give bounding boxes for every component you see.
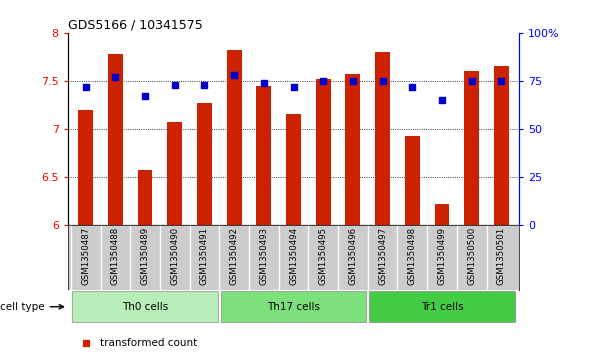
- Text: GSM1350492: GSM1350492: [230, 227, 238, 285]
- Text: GDS5166 / 10341575: GDS5166 / 10341575: [68, 19, 202, 32]
- Text: cell type: cell type: [0, 302, 64, 312]
- Bar: [108, 54, 123, 225]
- Text: GSM1350500: GSM1350500: [467, 227, 476, 285]
- Text: GSM1350487: GSM1350487: [81, 227, 90, 285]
- Point: [467, 78, 476, 83]
- Bar: [405, 136, 419, 225]
- Point: [81, 83, 90, 89]
- Bar: [168, 122, 182, 225]
- Bar: [137, 170, 152, 225]
- Bar: [435, 204, 450, 225]
- Bar: [286, 114, 301, 225]
- Bar: [346, 74, 360, 225]
- Bar: [494, 66, 509, 225]
- Text: GSM1350491: GSM1350491: [200, 227, 209, 285]
- Text: Tr1 cells: Tr1 cells: [421, 302, 463, 312]
- Bar: [197, 103, 212, 225]
- Point: [170, 82, 179, 87]
- Point: [348, 78, 358, 83]
- Text: GSM1350494: GSM1350494: [289, 227, 298, 285]
- Bar: [369, 291, 514, 322]
- Text: transformed count: transformed count: [100, 338, 197, 348]
- Point: [200, 82, 209, 87]
- Text: GSM1350488: GSM1350488: [111, 227, 120, 285]
- Bar: [221, 291, 366, 322]
- Point: [289, 83, 299, 89]
- Bar: [73, 291, 218, 322]
- Text: GSM1350489: GSM1350489: [140, 227, 149, 285]
- Text: Th17 cells: Th17 cells: [267, 302, 320, 312]
- Text: GSM1350496: GSM1350496: [349, 227, 358, 285]
- Point: [437, 97, 447, 103]
- Text: GSM1350493: GSM1350493: [260, 227, 268, 285]
- Point: [230, 72, 239, 78]
- Text: GSM1350498: GSM1350498: [408, 227, 417, 285]
- Point: [408, 83, 417, 89]
- Bar: [257, 86, 271, 225]
- Text: GSM1350497: GSM1350497: [378, 227, 387, 285]
- Bar: [316, 79, 330, 225]
- Point: [497, 78, 506, 83]
- Text: Th0 cells: Th0 cells: [122, 302, 168, 312]
- Text: GSM1350501: GSM1350501: [497, 227, 506, 285]
- Text: GSM1350490: GSM1350490: [171, 227, 179, 285]
- Bar: [78, 110, 93, 225]
- Text: GSM1350499: GSM1350499: [438, 227, 447, 285]
- Text: GSM1350495: GSM1350495: [319, 227, 327, 285]
- Bar: [375, 52, 390, 225]
- Bar: [227, 50, 241, 225]
- Point: [319, 78, 328, 83]
- Point: [378, 78, 387, 83]
- Point: [140, 93, 150, 99]
- Point: [259, 80, 268, 86]
- Bar: [464, 71, 479, 225]
- Point: [111, 74, 120, 80]
